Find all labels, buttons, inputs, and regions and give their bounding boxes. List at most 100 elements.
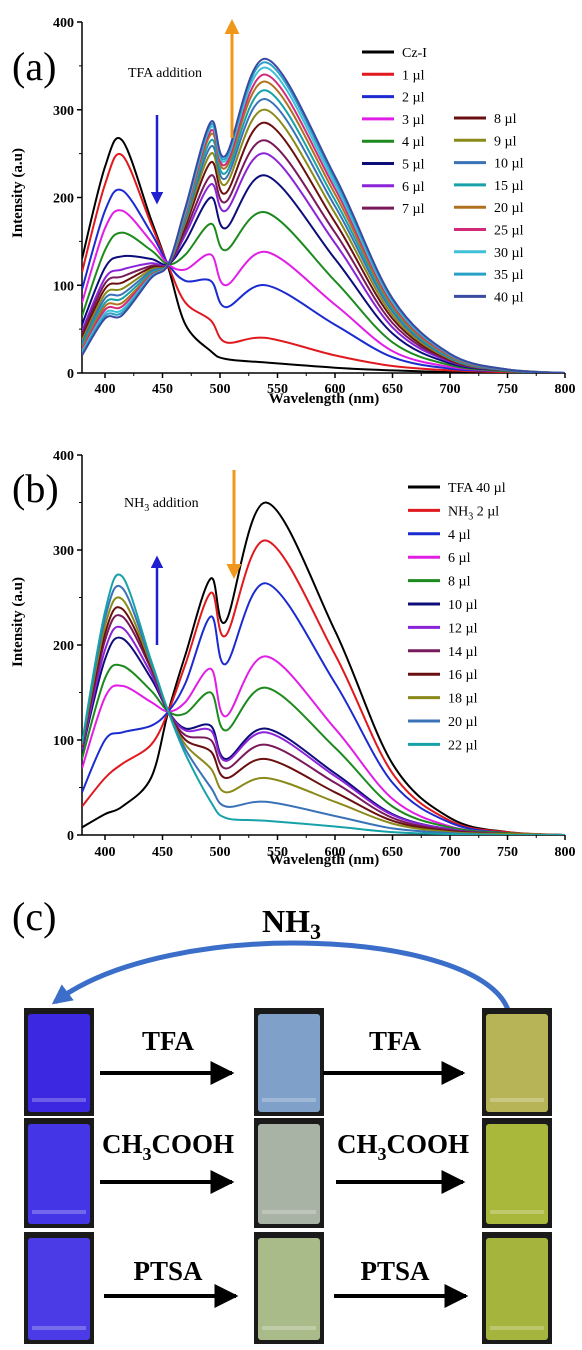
legend-label: 10 µl [448, 598, 478, 613]
series-line [82, 139, 565, 373]
panel-b-series [82, 501, 565, 835]
legend-label: NH3 2 µl [448, 504, 499, 522]
x-tick-label: 400 [95, 845, 116, 860]
legend-label: 16 µl [448, 668, 478, 683]
y-tick-label: 200 [53, 192, 74, 207]
series-line [82, 582, 565, 835]
y-tick-label: 0 [67, 367, 74, 382]
legend-label: 8 µl [494, 112, 517, 127]
legend-label: 30 µl [494, 246, 524, 261]
x-tick-label: 750 [497, 845, 518, 860]
row2-reagent-left: CH3COOH [102, 1129, 234, 1164]
row1-reagent-left: TFA [142, 1026, 194, 1056]
series-line [82, 61, 565, 373]
row3-reagent-right: PTSA [360, 1256, 430, 1286]
legend-label: 20 µl [448, 715, 478, 730]
legend-label: 4 µl [402, 135, 425, 150]
y-tick-label: 400 [53, 16, 74, 31]
series-line [82, 606, 565, 835]
series-line [82, 625, 565, 835]
vial-photo [258, 1238, 320, 1340]
y-tick-label: 200 [53, 639, 74, 654]
x-tick-label: 500 [210, 382, 231, 397]
legend-label: 35 µl [494, 268, 524, 283]
legend-label: 40 µl [494, 290, 524, 305]
legend-label: 7 µl [402, 202, 425, 217]
series-line [82, 614, 565, 835]
legend-label: 12 µl [448, 621, 478, 636]
panel-a-series [82, 57, 565, 373]
legend-label: TFA 40 µl [448, 481, 506, 496]
vial-base-reflection [490, 1210, 544, 1214]
nh3-label: NH3 [262, 903, 321, 944]
panel-a-legend: Cz-I 1 µl 2 µl 3 µl 4 µl 5 µl 6 µl 7 µl 8 µl 9 µl… [362, 46, 524, 305]
x-tick-label: 450 [152, 382, 173, 397]
vial-photo [258, 1124, 320, 1224]
x-tick-label: 800 [555, 845, 576, 860]
series-line [82, 89, 565, 373]
panel-b-ylabel: Intensity (a.u) [10, 577, 26, 667]
series-line [82, 108, 565, 373]
x-tick-label: 500 [210, 845, 231, 860]
row1-reagent-right: TFA [369, 1026, 421, 1056]
legend-label: 4 µl [448, 528, 471, 543]
panel-b-annotation: NH3 addition [124, 496, 199, 514]
panel-b-letter: (b) [12, 466, 59, 511]
x-tick-label: 700 [440, 382, 461, 397]
legend-label: 9 µl [494, 134, 517, 149]
panel-a: (a) 400 450 500 550 600 650 700 750 800 0 100 200 30… [10, 16, 576, 407]
legend-label: 10 µl [494, 157, 524, 172]
panel-c-letter: (c) [12, 894, 56, 939]
vial-base-reflection [490, 1326, 544, 1330]
vial-photo [28, 1124, 90, 1224]
series-line [82, 152, 565, 373]
x-tick-label: 650 [382, 382, 403, 397]
legend-label-tail: 2 µl [473, 504, 499, 519]
x-tick-label: 600 [325, 845, 346, 860]
row3-reagent-left: PTSA [133, 1256, 203, 1286]
vial-grid [24, 1008, 552, 1344]
x-tick-label: 700 [440, 845, 461, 860]
legend-label: 2 µl [402, 91, 425, 106]
x-tick-label: 800 [555, 382, 576, 397]
panel-b-axes: 400 450 500 550 600 650 700 750 800 0 100 200 300 400 [53, 449, 576, 860]
x-tick-label: 550 [267, 382, 288, 397]
panel-a-xlabel: Wavelength (nm) [269, 391, 379, 407]
legend-label: 14 µl [448, 645, 478, 660]
series-line [82, 596, 565, 835]
panel-a-ylabel: Intensity (a.u) [10, 148, 26, 238]
vial-base-reflection [32, 1326, 86, 1330]
series-line [82, 655, 565, 835]
series-line [82, 573, 565, 835]
legend-label-sub: 3 [468, 511, 473, 522]
x-tick-label: 750 [497, 382, 518, 397]
panel-b-xlabel: Wavelength (nm) [269, 852, 379, 868]
series-line [82, 209, 565, 373]
x-tick-label: 550 [267, 845, 288, 860]
series-line [82, 501, 565, 835]
series-line [82, 174, 565, 373]
series-line [82, 663, 565, 835]
series-line [82, 98, 565, 373]
x-tick-label: 600 [325, 382, 346, 397]
vial-photo [28, 1238, 90, 1340]
x-tick-label: 650 [382, 845, 403, 860]
legend-label: 25 µl [494, 224, 524, 239]
series-line [82, 121, 565, 373]
y-tick-label: 0 [67, 829, 74, 844]
x-tick-label: 450 [152, 845, 173, 860]
vial-base-reflection [262, 1210, 316, 1214]
legend-label: 20 µl [494, 201, 524, 216]
vial-photo [28, 1014, 90, 1112]
y-tick-label: 300 [53, 104, 74, 119]
vial-base-reflection [32, 1098, 86, 1102]
series-line [82, 188, 565, 373]
panel-b: (b) 400 450 500 550 600 650 700 750 800 0 100 200 30… [10, 449, 576, 868]
vial-base-reflection [32, 1210, 86, 1214]
vial-photo [486, 1014, 548, 1112]
panel-a-axes: 400 450 500 550 600 650 700 750 800 0 100 200 300 400 [53, 16, 576, 397]
y-tick-label: 100 [53, 734, 74, 749]
legend-label-main: NH [448, 504, 468, 519]
vial-base-reflection [262, 1326, 316, 1330]
